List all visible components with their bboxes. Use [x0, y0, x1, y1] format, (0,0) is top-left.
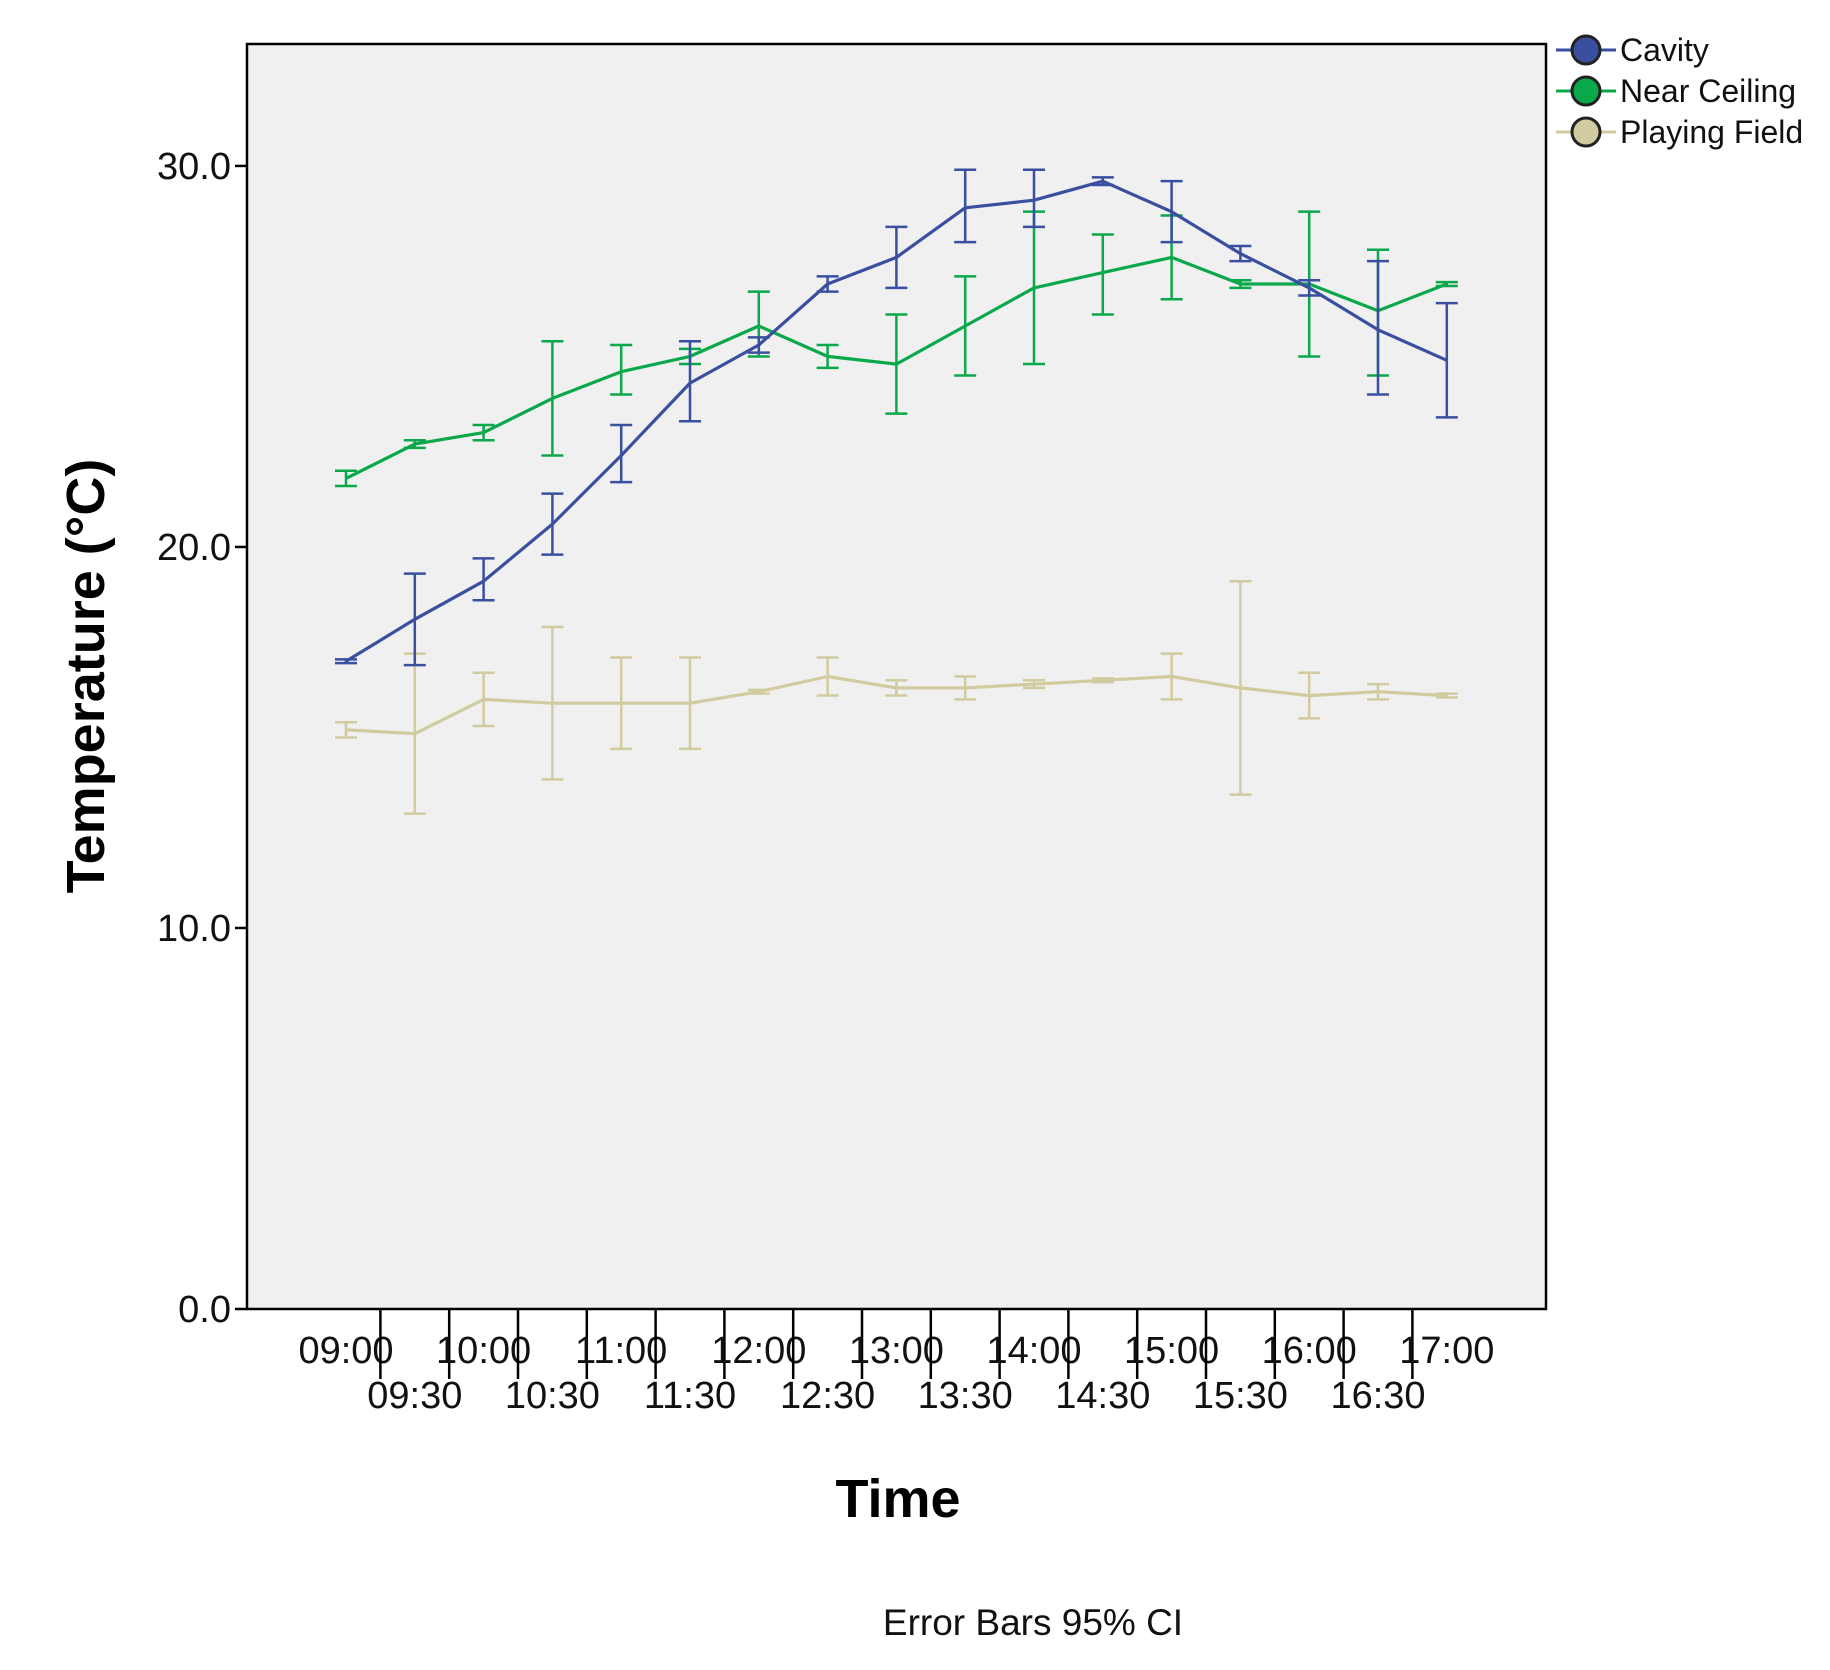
x-tick-label-16: 17:00 [1399, 1330, 1494, 1372]
y-tick-label-1: 10.0 [157, 908, 231, 950]
x-tick-label-12: 15:00 [1124, 1330, 1219, 1372]
error-bar-1-11 [1091, 233, 1114, 316]
error-bar-2-3 [541, 625, 564, 781]
error-bar-0-8 [885, 225, 908, 290]
error-bar-2-16 [1435, 692, 1458, 699]
error-bar-2-11 [1091, 677, 1114, 684]
x-tick-label-15: 16:30 [1330, 1375, 1425, 1417]
error-bar-0-13 [1229, 244, 1252, 263]
error-bar-2-2 [472, 671, 495, 728]
error-bar-1-4 [610, 343, 633, 396]
legend-item-2: Playing Field [1556, 114, 1803, 150]
legend-label-2: Playing Field [1620, 114, 1803, 150]
x-tick-label-0: 09:00 [298, 1330, 393, 1372]
error-bar-1-0 [335, 469, 357, 488]
error-bar-2-6 [747, 688, 770, 695]
y-axis-title: Temperature (°C) [56, 459, 116, 894]
x-tick-label-13: 15:30 [1193, 1375, 1288, 1417]
legend-label-0: Cavity [1620, 32, 1709, 68]
legend-item-1: Near Ceiling [1556, 73, 1796, 109]
error-bar-2-4 [610, 656, 633, 751]
x-tick-label-7: 12:30 [780, 1375, 875, 1417]
legend-label-1: Near Ceiling [1620, 73, 1796, 109]
error-bar-1-13 [1229, 278, 1252, 290]
x-axis-title: Time [835, 1469, 960, 1529]
error-bar-0-1 [403, 572, 426, 667]
error-bar-1-16 [1435, 280, 1458, 288]
x-tick-label-5: 11:30 [644, 1375, 736, 1417]
error-bar-0-5 [679, 339, 701, 423]
series-layer [335, 168, 1458, 815]
y-tick-label-0: 0.0 [178, 1289, 231, 1331]
error-bar-1-8 [885, 313, 908, 415]
error-bar-2-15 [1367, 682, 1389, 701]
series-cavity [335, 168, 1458, 667]
error-bar-0-15 [1367, 259, 1389, 396]
error-bar-2-7 [816, 656, 839, 697]
error-bar-0-0 [335, 658, 357, 665]
error-bar-1-2 [472, 423, 495, 442]
x-tick-label-10: 14:00 [986, 1330, 1081, 1372]
series-playing-field [335, 579, 1458, 815]
legend-item-0: Cavity [1556, 32, 1709, 68]
x-tick-label-11: 14:30 [1055, 1375, 1150, 1417]
legend-marker [1570, 75, 1602, 107]
x-axis: 09:0009:3010:0010:3011:0011:3012:0012:30… [298, 1309, 1494, 1417]
error-bar-0-16 [1435, 301, 1458, 419]
legend-marker [1570, 34, 1602, 66]
error-bar-0-6 [747, 336, 770, 354]
error-bar-0-3 [541, 492, 564, 556]
series-near-ceiling [335, 210, 1458, 488]
y-axis: 0.0 10.0 20.0 30.0 [157, 146, 247, 1331]
error-bar-0-11 [1091, 176, 1114, 187]
error-bar-0-7 [816, 275, 839, 293]
y-tick-label-2: 20.0 [157, 527, 231, 569]
error-bar-0-9 [954, 168, 977, 244]
error-bar-1-9 [954, 275, 977, 377]
y-tick-label-3: 30.0 [157, 146, 231, 188]
error-bar-2-5 [679, 656, 701, 751]
x-tick-label-1: 09:30 [367, 1375, 462, 1417]
error-bar-1-7 [816, 343, 839, 370]
error-bar-0-14 [1298, 278, 1321, 297]
error-bar-1-1 [403, 439, 426, 450]
error-bar-0-2 [472, 557, 495, 602]
error-bar-2-0 [335, 720, 357, 739]
error-bar-0-10 [1023, 168, 1045, 229]
x-tick-label-3: 10:30 [505, 1375, 600, 1417]
x-tick-label-4: 11:00 [575, 1330, 667, 1372]
x-tick-label-14: 16:00 [1262, 1330, 1357, 1372]
x-tick-label-9: 13:30 [918, 1375, 1013, 1417]
error-bar-2-12 [1160, 652, 1183, 701]
error-bar-2-9 [954, 675, 977, 701]
x-tick-label-2: 10:00 [436, 1330, 531, 1372]
legend: Cavity Near Ceiling Playing Field [1556, 32, 1803, 150]
error-bar-1-3 [541, 339, 564, 457]
error-bar-2-13 [1229, 579, 1252, 796]
error-bar-0-12 [1160, 179, 1183, 244]
error-bar-2-14 [1298, 671, 1321, 720]
x-tick-label-6: 12:00 [711, 1330, 806, 1372]
error-bar-0-4 [610, 423, 633, 484]
x-tick-label-8: 13:00 [849, 1330, 944, 1372]
error-bars-footnote: Error Bars 95% CI [883, 1602, 1183, 1643]
error-bar-2-10 [1023, 679, 1045, 690]
legend-marker [1570, 116, 1602, 148]
error-bar-2-8 [885, 679, 908, 697]
